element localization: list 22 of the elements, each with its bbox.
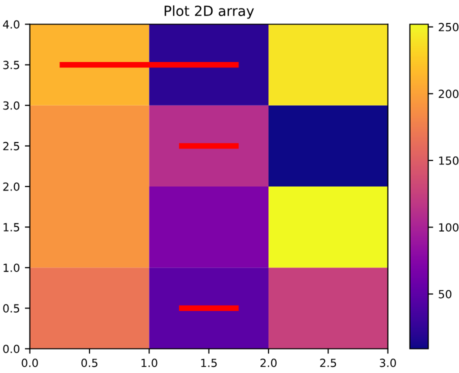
y-tick-label: 3.5 [3,60,20,70]
x-tick-label: 0.5 [81,358,98,368]
y-tick-label: 2.0 [3,182,20,191]
y-tick-label: 4.0 [2,20,20,29]
y-tick-label: 1.5 [4,223,20,232]
y-tick-label: 0.5 [3,304,20,313]
y-tick-label: 3.0 [3,101,20,110]
color-bar-label: 150 [439,156,458,165]
y-tick-label: 0.0 [3,344,20,354]
color-bar-label: 200 [438,90,458,98]
x-tick-label: 1.0 [142,358,158,368]
color-bar-label: 250 [438,22,458,32]
x-tick-label: 3.0 [380,358,396,368]
x-tick-label: 0.0 [22,358,38,368]
y-tick-label: 1.0 [4,264,20,272]
chart-title: Plot 2D array [164,5,254,19]
x-tick-label: 1.5 [201,358,217,368]
color-bar-label: 50 [438,290,452,298]
y-tick-label: 2.5 [3,142,20,150]
color-bar-label: 100 [439,223,458,232]
x-tick-label: 2.5 [320,358,336,368]
x-tick-label: 2.0 [260,358,277,368]
